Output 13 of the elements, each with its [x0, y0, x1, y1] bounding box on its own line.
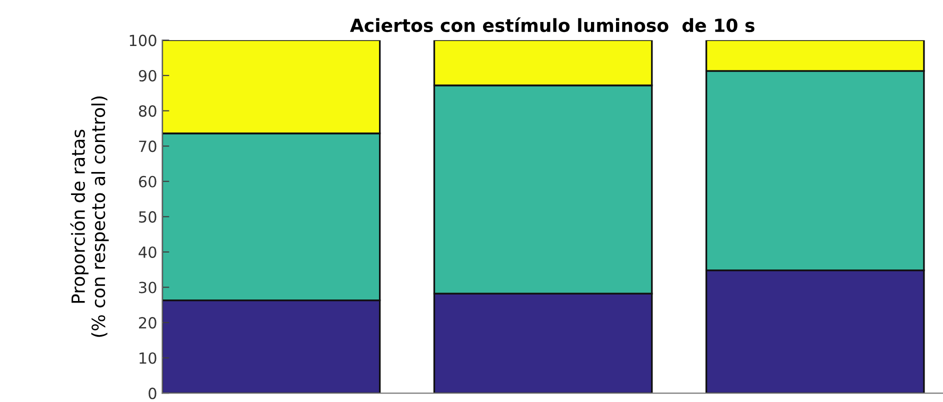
y-tick-label: 20 — [139, 317, 156, 329]
y-tick-label: 100 — [130, 34, 156, 46]
y-tick-label: 90 — [138, 70, 156, 82]
y-tick-label: 80 — [138, 105, 156, 117]
y-tick-label: 50 — [139, 211, 156, 223]
chart-title: Aciertos con estímulo luminoso de 10 s — [350, 17, 754, 32]
y-tick-label: 30 — [139, 282, 156, 294]
y-axis-title: Proporción de ratas (% con respecto al control) — [70, 96, 109, 337]
y-tick-label: 0 — [148, 388, 156, 400]
y-tick-label: 70 — [139, 140, 156, 152]
y-tick-label: 10 — [140, 352, 156, 364]
y-tick-label: 60 — [138, 176, 156, 188]
y-tick-label: 40 — [138, 246, 156, 258]
